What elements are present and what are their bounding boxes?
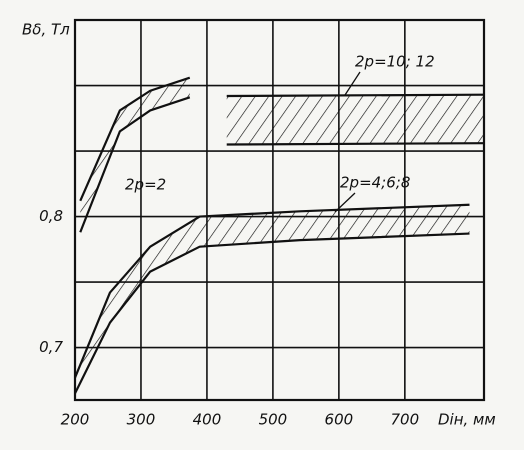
series-label: 2p=4;6;8 bbox=[340, 174, 410, 192]
y-tick-label: 0,7 bbox=[39, 338, 63, 356]
series-label: 2p=2 bbox=[125, 176, 166, 194]
band-edge bbox=[79, 76, 191, 202]
leader-line bbox=[344, 71, 361, 96]
band-edge bbox=[226, 93, 485, 98]
band-edge bbox=[73, 203, 470, 379]
x-tick-label: 600 bbox=[325, 411, 354, 429]
band-area bbox=[75, 204, 470, 394]
x-tick-label: 500 bbox=[259, 411, 288, 429]
x-tick-label: 400 bbox=[193, 411, 222, 429]
band-edge bbox=[79, 96, 191, 233]
band-edge bbox=[74, 232, 470, 394]
series-label: 2p=10; 12 bbox=[355, 53, 435, 71]
band-area bbox=[226, 94, 484, 145]
band-area bbox=[80, 77, 190, 233]
plot-frame bbox=[73, 18, 486, 402]
leader-line bbox=[334, 192, 356, 213]
x-axis-label: Dін, мм bbox=[438, 411, 496, 429]
x-tick-label: 200 bbox=[61, 411, 90, 429]
y-axis-label: Bδ, Тл bbox=[22, 21, 70, 39]
x-tick-label: 300 bbox=[127, 411, 156, 429]
band-edge bbox=[226, 142, 485, 146]
y-tick-label: 0,8 bbox=[39, 207, 63, 225]
x-tick-label: 700 bbox=[391, 411, 420, 429]
